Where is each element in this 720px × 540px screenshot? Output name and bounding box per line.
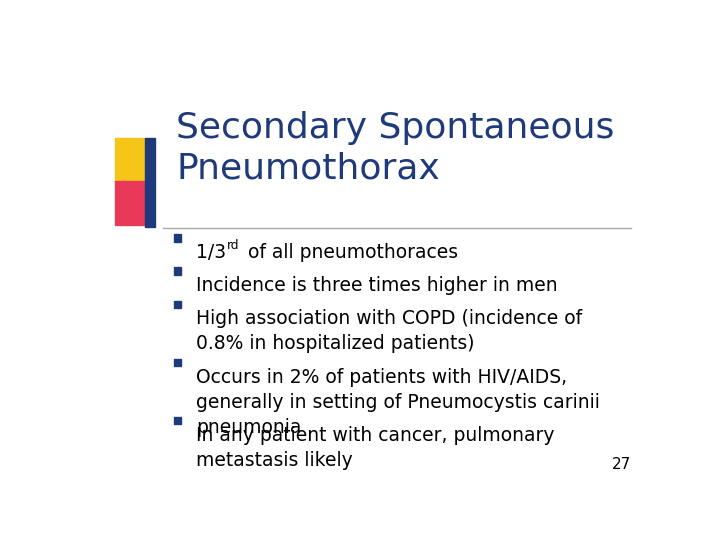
- Bar: [174, 267, 181, 275]
- Bar: [145, 138, 155, 227]
- Bar: [115, 138, 145, 181]
- Bar: [174, 359, 181, 366]
- Text: Occurs in 2% of patients with HIV/AIDS,
generally in setting of Pneumocystis car: Occurs in 2% of patients with HIV/AIDS, …: [196, 368, 600, 436]
- Bar: [174, 417, 181, 424]
- Text: In any patient with cancer, pulmonary
metastasis likely: In any patient with cancer, pulmonary me…: [196, 426, 554, 470]
- Text: Secondary Spontaneous
Pneumothorax: Secondary Spontaneous Pneumothorax: [176, 111, 615, 185]
- Text: Incidence is three times higher in men: Incidence is three times higher in men: [196, 276, 558, 295]
- Text: High association with COPD (incidence of
0.8% in hospitalized patients): High association with COPD (incidence of…: [196, 309, 582, 353]
- Bar: [174, 234, 181, 241]
- Text: rd: rd: [227, 239, 239, 252]
- Text: 27: 27: [612, 457, 631, 472]
- Bar: [115, 181, 145, 225]
- Text: of all pneumothoraces: of all pneumothoraces: [242, 243, 458, 262]
- Text: 1/3: 1/3: [196, 243, 226, 262]
- Bar: [174, 301, 181, 308]
